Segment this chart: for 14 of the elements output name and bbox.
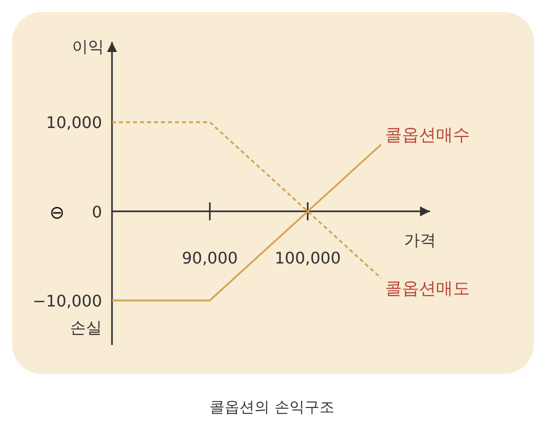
text: 콜옵션의 손익구조 <box>210 398 334 416</box>
text: 손실 <box>70 318 102 337</box>
x-tick-label: 100,000 <box>274 248 341 268</box>
x-tick: 90,000 <box>182 202 238 268</box>
y-tick-label: 0 <box>92 202 102 222</box>
series-label: 콜옵션매수 <box>385 125 470 146</box>
series-label: 콜옵션매도 <box>385 279 470 300</box>
y-axis-title: 이익 <box>72 37 104 56</box>
x-tick-label: 90,000 <box>182 248 238 268</box>
text: ⊖ <box>49 202 65 224</box>
x-tick: 100,000 <box>274 202 341 268</box>
y-tick-label: −10,000 <box>32 291 102 310</box>
x-axis-title: 가격 <box>404 230 436 250</box>
y-tick-label: 10,000 <box>46 113 102 132</box>
